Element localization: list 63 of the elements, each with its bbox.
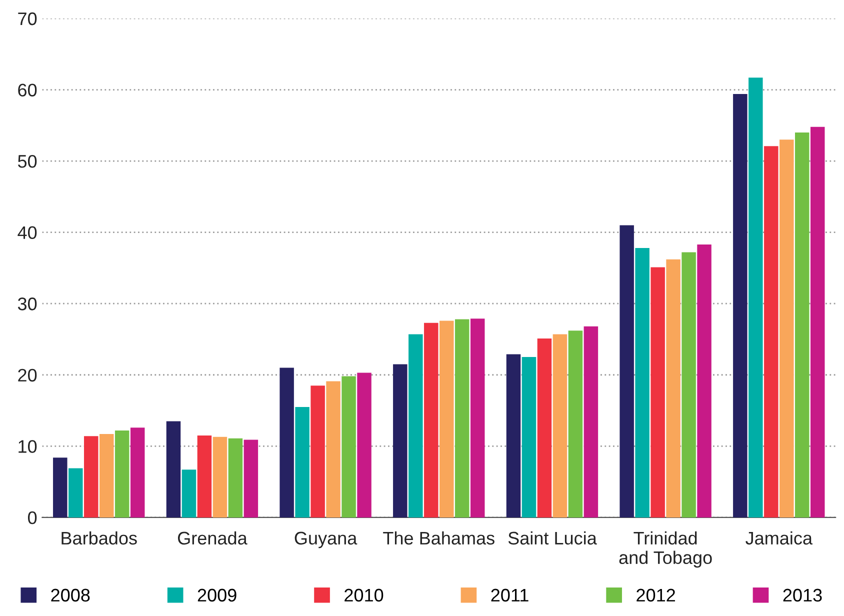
bar xyxy=(182,470,196,518)
legend-label: 2008 xyxy=(51,588,90,602)
bar xyxy=(84,436,98,518)
bar xyxy=(393,364,408,518)
bar xyxy=(114,430,130,518)
bar xyxy=(584,326,598,518)
bar xyxy=(244,440,258,518)
bar xyxy=(697,244,712,518)
bar xyxy=(522,357,536,518)
y-tick-label: 60 xyxy=(18,84,37,96)
bar xyxy=(650,267,665,518)
bar xyxy=(212,436,228,518)
x-tick-label: Grenada xyxy=(178,531,248,545)
bar xyxy=(295,406,310,518)
bar xyxy=(326,381,340,518)
bar xyxy=(166,421,181,518)
bar xyxy=(506,354,521,518)
x-tick-label: Guyana xyxy=(294,532,358,548)
bar xyxy=(537,338,552,518)
bar xyxy=(424,322,438,518)
legend-label: 2012 xyxy=(636,588,675,602)
bar xyxy=(53,458,68,518)
y-tick-label: 50 xyxy=(18,154,37,168)
bar xyxy=(310,386,325,518)
legend-label: 2010 xyxy=(344,588,384,602)
bar xyxy=(99,434,114,518)
bar xyxy=(733,94,748,518)
x-tick-label: The Bahamas xyxy=(383,531,494,545)
bar xyxy=(470,318,485,518)
x-tick-label: Trinidad and Tobago xyxy=(619,531,712,568)
y-tick-label: 10 xyxy=(18,440,37,453)
bar xyxy=(682,252,696,518)
bar xyxy=(228,438,243,518)
bar xyxy=(552,334,568,518)
bar xyxy=(635,248,650,518)
bar xyxy=(780,140,794,518)
bar xyxy=(748,78,763,518)
legend-label: 2011 xyxy=(491,588,528,602)
legend-label: 2013 xyxy=(783,588,822,602)
y-tick-label: 20 xyxy=(18,368,37,382)
y-tick-label: 30 xyxy=(18,298,37,310)
legend-label: 2009 xyxy=(198,588,236,602)
bar xyxy=(666,259,680,518)
y-tick-label: 40 xyxy=(18,226,37,240)
y-tick-label: 70 xyxy=(18,12,37,26)
bar xyxy=(795,132,810,518)
bar xyxy=(440,320,454,518)
bar xyxy=(280,368,294,518)
bar xyxy=(197,435,212,518)
bar xyxy=(454,319,470,518)
y-tick-label: 0 xyxy=(28,511,37,524)
bar xyxy=(620,225,634,518)
x-tick-label: Barbados xyxy=(62,531,137,545)
bar xyxy=(357,372,372,518)
bar xyxy=(342,376,356,518)
bar xyxy=(764,146,778,518)
x-tick-label: Saint Lucia xyxy=(508,531,597,545)
bar xyxy=(810,126,825,518)
bar xyxy=(130,428,145,518)
bar xyxy=(408,334,423,518)
bar xyxy=(568,330,583,518)
x-tick-label: Jamaica xyxy=(746,531,813,545)
bar xyxy=(68,468,83,518)
